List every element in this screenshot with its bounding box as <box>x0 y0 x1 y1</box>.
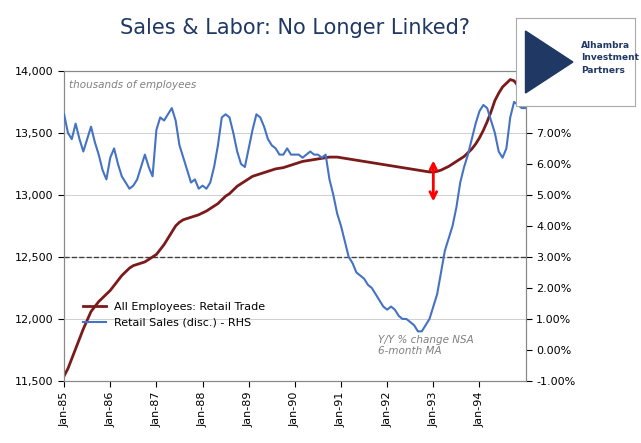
Polygon shape <box>526 31 573 93</box>
Text: Alhambra
Investment
Partners: Alhambra Investment Partners <box>581 41 639 74</box>
Text: Sales & Labor: No Longer Linked?: Sales & Labor: No Longer Linked? <box>120 18 470 38</box>
Text: Y/Y % change NSA
6-month MA: Y/Y % change NSA 6-month MA <box>378 334 474 356</box>
Text: thousands of employees: thousands of employees <box>69 80 196 90</box>
Legend: All Employees: Retail Trade, Retail Sales (disc.) - RHS: All Employees: Retail Trade, Retail Sale… <box>79 298 270 332</box>
